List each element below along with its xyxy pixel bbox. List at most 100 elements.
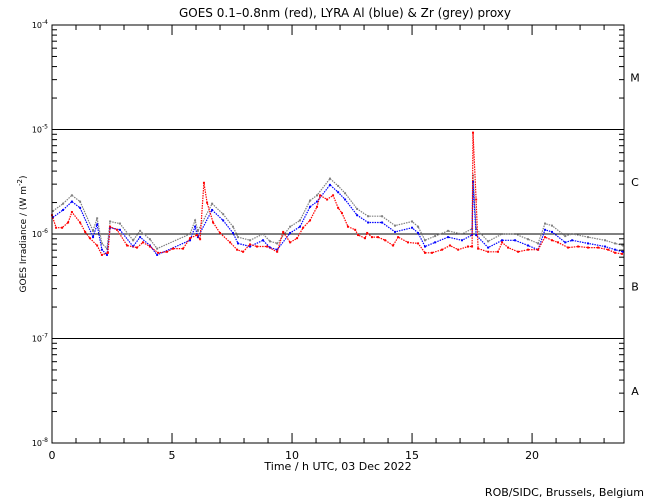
data-point — [100, 253, 103, 256]
data-point — [289, 241, 292, 244]
data-point — [607, 248, 610, 251]
data-point — [222, 213, 225, 216]
data-point — [296, 237, 299, 240]
data-point — [268, 240, 271, 243]
data-point — [96, 217, 99, 220]
data-point — [417, 242, 420, 245]
data-point — [604, 245, 607, 248]
data-point — [51, 216, 54, 219]
data-point — [434, 241, 437, 244]
series-line — [52, 181, 624, 257]
data-point — [276, 248, 279, 251]
data-point — [544, 228, 547, 231]
data-point — [62, 202, 65, 205]
data-point — [92, 229, 95, 232]
series-line — [51, 132, 623, 256]
data-point — [92, 236, 95, 239]
data-point — [571, 233, 574, 235]
data-point — [517, 250, 520, 253]
data-point — [526, 238, 529, 241]
data-point — [100, 248, 103, 251]
series-lyra-al-proxy — [51, 180, 625, 257]
series-line — [52, 175, 624, 250]
data-point — [249, 243, 252, 246]
data-point — [411, 226, 414, 229]
data-point — [384, 239, 387, 242]
data-point — [447, 236, 450, 239]
data-point — [67, 221, 70, 224]
data-point — [417, 225, 420, 228]
data-point — [501, 241, 504, 244]
data-point — [126, 244, 129, 247]
data-point — [337, 206, 340, 209]
chart-title: GOES 0.1–0.8nm (red), LYRA Al (blue) & Z… — [179, 6, 511, 20]
data-point — [132, 239, 135, 242]
data-point — [282, 230, 285, 233]
y-axis-label: GOES Irradiance / (W m-2) — [16, 176, 29, 293]
data-point — [376, 236, 379, 239]
data-point — [276, 250, 279, 253]
data-point — [319, 194, 322, 197]
x-tick-label: 20 — [525, 449, 539, 462]
data-point — [61, 226, 64, 229]
x-tick-label: 15 — [405, 449, 419, 462]
data-point — [326, 198, 329, 201]
data-point — [586, 242, 589, 245]
data-point — [229, 241, 232, 244]
flare-class-label: M — [630, 71, 640, 84]
data-point — [337, 191, 340, 194]
data-point — [344, 192, 347, 195]
data-point — [189, 233, 192, 235]
data-point — [222, 219, 225, 222]
data-point — [472, 131, 475, 134]
x-tick-label: 0 — [49, 449, 56, 462]
data-point — [165, 250, 168, 253]
data-point — [337, 184, 340, 187]
data-point — [199, 238, 202, 241]
data-point — [196, 229, 199, 232]
data-point — [148, 245, 151, 248]
data-point — [96, 244, 99, 247]
data-point — [79, 200, 82, 203]
flare-class-label: A — [631, 385, 639, 398]
data-point — [550, 224, 553, 227]
data-point — [315, 200, 318, 203]
data-point — [118, 228, 121, 231]
data-point — [411, 220, 414, 223]
data-point — [434, 235, 437, 238]
x-axis-label: Time / h UTC, 03 Dec 2022 — [263, 460, 411, 473]
data-point — [96, 223, 99, 226]
data-point — [156, 247, 159, 250]
data-point — [564, 241, 567, 244]
data-point — [392, 244, 395, 247]
data-point — [471, 245, 474, 248]
data-point — [106, 251, 109, 254]
data-point — [315, 205, 318, 208]
flare-class-label: B — [631, 280, 639, 293]
data-point — [475, 234, 478, 237]
data-point — [394, 224, 397, 227]
data-point — [194, 219, 197, 222]
x-tick-label: 10 — [285, 449, 299, 462]
data-point — [622, 244, 625, 247]
data-point — [189, 239, 192, 242]
data-point — [231, 225, 234, 228]
data-point — [212, 221, 215, 224]
data-point — [460, 239, 463, 242]
data-point — [289, 231, 292, 234]
y-tick-label: 10-6 — [32, 228, 48, 239]
data-point — [424, 239, 427, 242]
data-point — [105, 253, 108, 256]
data-point — [604, 239, 607, 242]
data-point — [614, 248, 617, 251]
data-point — [441, 248, 444, 251]
data-point — [487, 246, 490, 249]
data-point — [202, 181, 205, 184]
data-point — [109, 220, 112, 223]
y-tick-label: 10-5 — [32, 124, 48, 135]
data-point — [501, 233, 504, 235]
data-point — [550, 239, 553, 242]
data-point — [367, 215, 370, 218]
data-point — [567, 246, 570, 249]
